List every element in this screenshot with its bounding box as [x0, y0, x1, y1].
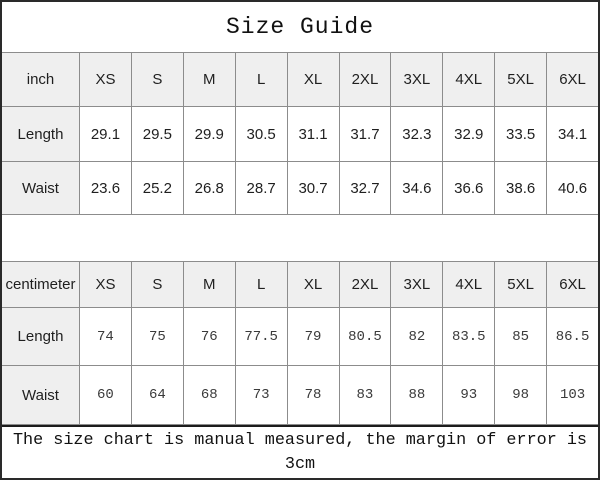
inch-size-table: inch XS S M L XL 2XL 3XL 4XL 5XL 6XL Length 29.1 29.5… [2, 52, 598, 215]
size-value-cell: 103 [546, 365, 598, 424]
size-header-cell: L [234, 262, 287, 307]
size-header-cell: 5XL [494, 53, 547, 106]
size-value-cell: 29.9 [182, 106, 235, 161]
size-header-cell: XL [286, 53, 339, 106]
size-value-cell: 28.7 [234, 161, 287, 214]
size-value-cell: 36.6 [442, 161, 495, 214]
size-value-cell: 79 [286, 307, 339, 365]
row-label-cell: Waist [2, 161, 79, 214]
size-header-cell: XS [79, 262, 131, 307]
table-spacer [2, 215, 598, 261]
size-value-cell: 86.5 [546, 307, 598, 365]
size-header-cell: 4XL [442, 262, 495, 307]
size-value-cell: 74 [79, 307, 131, 365]
size-value-cell: 23.6 [79, 161, 131, 214]
size-header-cell: M [182, 53, 235, 106]
size-header-cell: S [130, 53, 183, 106]
size-value-cell: 85 [494, 307, 547, 365]
size-value-cell: 73 [234, 365, 287, 424]
size-header-cell: 3XL [390, 262, 443, 307]
row-label-cell: Length [2, 307, 79, 365]
size-value-cell: 34.1 [546, 106, 598, 161]
size-header-cell: XS [79, 53, 131, 106]
size-header-cell: S [130, 262, 183, 307]
size-header-cell: 2XL [338, 262, 391, 307]
size-value-cell: 77.5 [234, 307, 287, 365]
size-value-cell: 25.2 [130, 161, 183, 214]
size-header-cell: 4XL [442, 53, 495, 106]
row-label-cell: Length [2, 106, 79, 161]
row-label-cell: Waist [2, 365, 79, 424]
size-value-cell: 29.5 [130, 106, 183, 161]
page-title: Size Guide [225, 14, 375, 40]
size-header-cell: 5XL [494, 262, 547, 307]
size-header-cell: 3XL [390, 53, 443, 106]
size-header-cell: 6XL [546, 262, 598, 307]
size-value-cell: 98 [494, 365, 547, 424]
size-value-cell: 30.7 [286, 161, 339, 214]
size-value-cell: 93 [442, 365, 495, 424]
size-value-cell: 60 [79, 365, 131, 424]
size-header-cell: 2XL [338, 53, 391, 106]
size-value-cell: 68 [182, 365, 235, 424]
size-value-cell: 33.5 [494, 106, 547, 161]
size-value-cell: 26.8 [182, 161, 235, 214]
size-header-cell: 6XL [546, 53, 598, 106]
centimeter-size-table: centimeter XS S M L XL 2XL 3XL 4XL 5XL 6XL Length 74… [2, 261, 598, 425]
size-value-cell: 82 [390, 307, 443, 365]
size-header-cell: M [182, 262, 235, 307]
size-value-cell: 29.1 [79, 106, 131, 161]
unit-label-cell: centimeter [2, 262, 79, 307]
unit-label-cell: inch [2, 53, 79, 106]
size-value-cell: 32.7 [338, 161, 391, 214]
size-value-cell: 76 [182, 307, 235, 365]
size-value-cell: 31.1 [286, 106, 339, 161]
size-value-cell: 88 [390, 365, 443, 424]
size-value-cell: 34.6 [390, 161, 443, 214]
size-value-cell: 32.9 [442, 106, 495, 161]
size-header-cell: XL [286, 262, 339, 307]
size-value-cell: 32.3 [390, 106, 443, 161]
measurement-note: The size chart is manual measured, the m… [2, 425, 598, 478]
size-value-cell: 30.5 [234, 106, 287, 161]
size-value-cell: 83 [338, 365, 391, 424]
size-value-cell: 78 [286, 365, 339, 424]
size-header-cell: L [234, 53, 287, 106]
size-value-cell: 75 [130, 307, 183, 365]
size-value-cell: 31.7 [338, 106, 391, 161]
size-value-cell: 40.6 [546, 161, 598, 214]
size-value-cell: 64 [130, 365, 183, 424]
size-value-cell: 83.5 [442, 307, 495, 365]
size-value-cell: 80.5 [338, 307, 391, 365]
size-value-cell: 38.6 [494, 161, 547, 214]
